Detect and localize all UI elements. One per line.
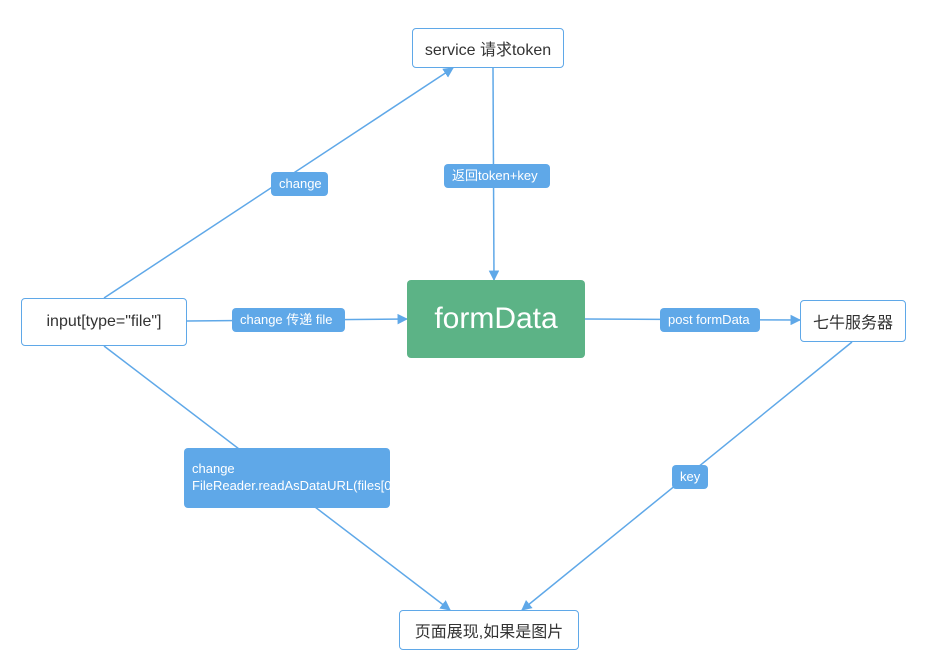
- node-label: 七牛服务器: [813, 309, 893, 333]
- edge-label-key: key: [672, 465, 708, 489]
- node-input: input[type="file"]: [21, 298, 187, 346]
- node-label: input[type="file"]: [47, 313, 162, 331]
- edge-label-text: change: [279, 176, 322, 193]
- edge-label-post: post formData: [660, 308, 760, 332]
- node-formdata: formData: [407, 280, 585, 358]
- node-qiniu: 七牛服务器: [800, 300, 906, 342]
- node-label: formData: [434, 302, 557, 336]
- edge-label-text: key: [680, 469, 700, 486]
- edge-label-changefile: change 传递 file: [232, 308, 345, 332]
- edge-label-text: change 传递 file: [240, 312, 333, 329]
- node-label: 页面展现,如果是图片: [415, 618, 563, 642]
- edge-label-filereader: change FileReader.readAsDataURL(files[0]…: [184, 448, 390, 508]
- node-service: service 请求token: [412, 28, 564, 68]
- edge-label-tokenkey: 返回token+key: [444, 164, 550, 188]
- edge-label-text: change FileReader.readAsDataURL(files[0]…: [192, 461, 399, 495]
- node-display: 页面展现,如果是图片: [399, 610, 579, 650]
- edge-label-change: change: [271, 172, 328, 196]
- node-label: service 请求token: [425, 36, 551, 60]
- edge-label-text: post formData: [668, 312, 750, 329]
- edge-label-text: 返回token+key: [452, 168, 538, 185]
